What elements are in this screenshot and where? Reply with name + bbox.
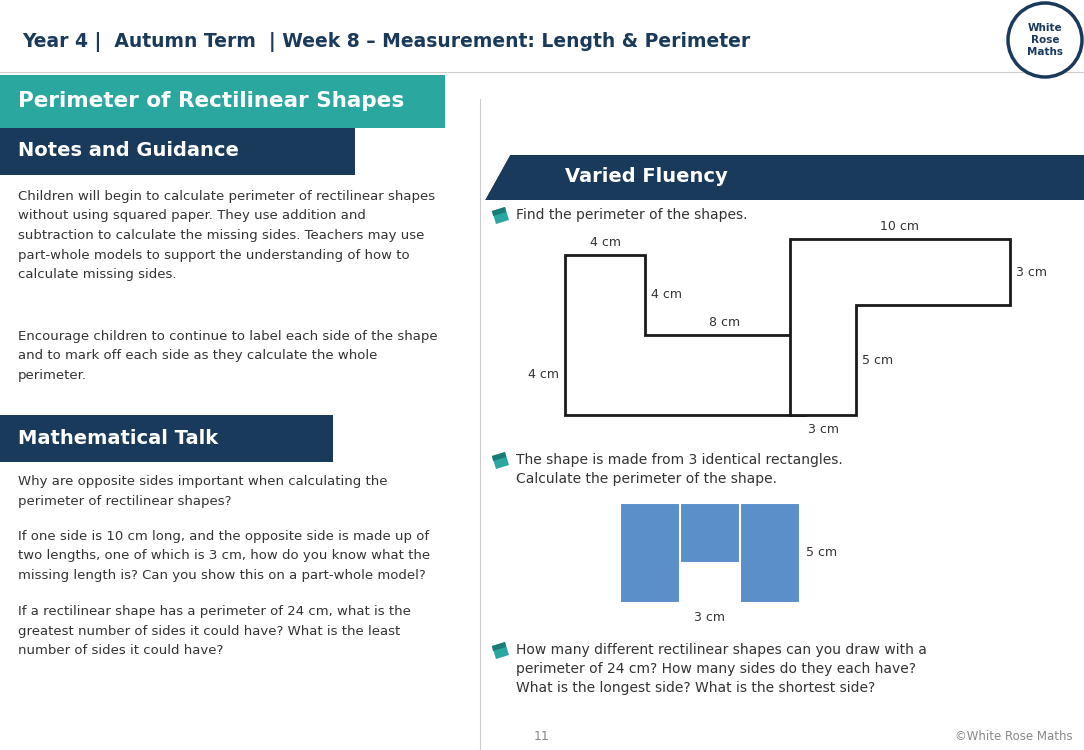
Text: 8 cm: 8 cm bbox=[709, 316, 740, 329]
Text: 4 cm: 4 cm bbox=[590, 236, 620, 249]
Polygon shape bbox=[492, 452, 509, 469]
Text: Why are opposite sides important when calculating the
perimeter of rectilinear s: Why are opposite sides important when ca… bbox=[18, 475, 387, 508]
Text: 10 cm: 10 cm bbox=[880, 220, 919, 233]
Text: The shape is made from 3 identical rectangles.: The shape is made from 3 identical recta… bbox=[516, 453, 842, 467]
Polygon shape bbox=[0, 75, 470, 128]
Polygon shape bbox=[492, 207, 506, 216]
Text: Perimeter of Rectilinear Shapes: Perimeter of Rectilinear Shapes bbox=[18, 91, 404, 111]
Text: 3 cm: 3 cm bbox=[695, 611, 725, 624]
Text: 3 cm: 3 cm bbox=[808, 423, 839, 436]
Text: ©White Rose Maths: ©White Rose Maths bbox=[955, 730, 1073, 742]
Polygon shape bbox=[492, 452, 506, 461]
Text: perimeter of 24 cm? How many sides do they each have?: perimeter of 24 cm? How many sides do th… bbox=[516, 662, 916, 676]
Text: If one side is 10 cm long, and the opposite side is made up of
two lengths, one : If one side is 10 cm long, and the oppos… bbox=[18, 530, 430, 582]
Text: White: White bbox=[1028, 23, 1062, 33]
Polygon shape bbox=[333, 415, 393, 462]
Polygon shape bbox=[0, 415, 358, 462]
Text: Find the perimeter of the shapes.: Find the perimeter of the shapes. bbox=[516, 208, 748, 222]
Text: Children will begin to calculate perimeter of rectilinear shapes
without using s: Children will begin to calculate perimet… bbox=[18, 190, 435, 281]
Polygon shape bbox=[620, 503, 800, 603]
Text: 3 cm: 3 cm bbox=[1016, 266, 1047, 278]
Text: 5 cm: 5 cm bbox=[862, 353, 893, 367]
Polygon shape bbox=[492, 642, 506, 651]
Text: Mathematical Talk: Mathematical Talk bbox=[18, 429, 218, 448]
Text: Maths: Maths bbox=[1027, 47, 1063, 57]
Text: Encourage children to continue to label each side of the shape
and to mark off e: Encourage children to continue to label … bbox=[18, 330, 438, 382]
Ellipse shape bbox=[1008, 3, 1082, 77]
Polygon shape bbox=[485, 155, 509, 200]
Text: Varied Fluency: Varied Fluency bbox=[565, 167, 727, 187]
Text: If a rectilinear shape has a perimeter of 24 cm, what is the
greatest number of : If a rectilinear shape has a perimeter o… bbox=[18, 605, 411, 657]
Text: Calculate the perimeter of the shape.: Calculate the perimeter of the shape. bbox=[516, 472, 777, 486]
Text: Year 4 |  Autumn Term  | Week 8 – Measurement: Length & Perimeter: Year 4 | Autumn Term | Week 8 – Measurem… bbox=[22, 32, 750, 52]
Polygon shape bbox=[492, 642, 509, 659]
Text: 11: 11 bbox=[534, 730, 550, 742]
Text: 4 cm: 4 cm bbox=[651, 289, 682, 302]
Text: 4 cm: 4 cm bbox=[528, 368, 559, 382]
Text: Rose: Rose bbox=[1031, 35, 1059, 45]
Polygon shape bbox=[790, 239, 1010, 415]
Polygon shape bbox=[485, 155, 1084, 200]
Text: What is the longest side? What is the shortest side?: What is the longest side? What is the sh… bbox=[516, 681, 875, 695]
Polygon shape bbox=[492, 207, 509, 224]
Polygon shape bbox=[565, 255, 805, 415]
Text: 5 cm: 5 cm bbox=[806, 547, 837, 560]
Polygon shape bbox=[354, 128, 415, 175]
Text: How many different rectilinear shapes can you draw with a: How many different rectilinear shapes ca… bbox=[516, 643, 927, 657]
Text: Notes and Guidance: Notes and Guidance bbox=[18, 142, 238, 160]
Polygon shape bbox=[0, 128, 380, 175]
Polygon shape bbox=[446, 75, 509, 128]
